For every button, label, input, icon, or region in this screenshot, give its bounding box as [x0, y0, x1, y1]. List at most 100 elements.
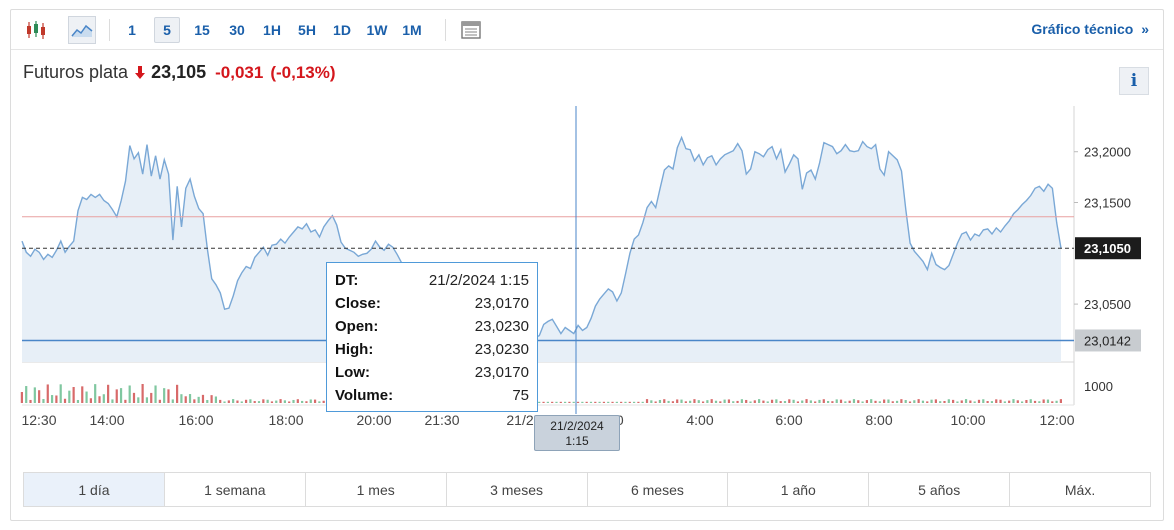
volume-bar	[654, 401, 657, 403]
volume-bar	[921, 400, 925, 403]
volume-bar	[607, 401, 610, 403]
volume-bar	[930, 399, 933, 403]
range-1y-button[interactable]: 1 año	[728, 473, 870, 506]
volume-bar	[594, 401, 597, 403]
tooltip-key: Open:	[335, 318, 379, 335]
volume-bar	[115, 389, 118, 403]
volume-bar	[770, 399, 774, 403]
technical-chart-link[interactable]: Gráfico técnico »	[1031, 21, 1149, 37]
interval-15-button[interactable]: 15	[194, 22, 210, 38]
volume-bar	[706, 400, 709, 403]
volume-bar	[568, 401, 571, 403]
volume-bar	[253, 401, 256, 403]
x-tick-label: 12:00	[1039, 412, 1074, 428]
volume-bar	[46, 384, 49, 403]
area-chart-icon[interactable]	[68, 16, 96, 44]
volume-bar	[163, 388, 166, 403]
volume-bar	[322, 400, 325, 403]
tooltip-key: Low:	[335, 364, 370, 381]
interval-1w-button[interactable]: 1W	[366, 22, 388, 38]
tooltip-row: Volume: 75	[335, 384, 529, 407]
volume-bar	[857, 400, 860, 403]
volume-bar	[262, 399, 265, 403]
x-tick-label: 14:00	[89, 412, 124, 428]
volume-bar	[818, 399, 821, 403]
range-5y-button[interactable]: 5 años	[869, 473, 1011, 506]
interval-5-button[interactable]: 5	[154, 17, 180, 43]
volume-bar	[559, 401, 562, 403]
layout-icon[interactable]	[459, 16, 483, 44]
volume-bar	[76, 399, 80, 403]
volume-bar	[33, 387, 36, 403]
volume-bar	[611, 401, 614, 403]
range-1w-button[interactable]: 1 semana	[165, 473, 306, 506]
volume-bar	[154, 385, 157, 403]
price-chart[interactable]: Investing.com23,200023,150023,0500100023…	[11, 10, 1165, 460]
volume-bar	[883, 399, 886, 403]
volume-bar	[693, 399, 696, 403]
range-max-button[interactable]: Máx.	[1064, 481, 1096, 498]
volume-bar	[210, 395, 213, 403]
x-tick-label: 20:00	[356, 412, 391, 428]
y-tick-label: 23,2000	[1084, 145, 1131, 160]
tooltip-value: 75	[512, 387, 529, 404]
volume-bar	[891, 401, 894, 403]
quote-header: Futuros plata 23,105 -0,031 (-0,13%)	[23, 62, 336, 88]
volume-bar	[887, 399, 890, 403]
volume-bar	[555, 401, 558, 403]
volume-bar	[732, 401, 735, 403]
volume-bar	[124, 399, 127, 403]
volume-bar	[313, 399, 317, 403]
volume-bar	[1033, 400, 1037, 403]
volume-bar	[1051, 401, 1054, 403]
volume-bar	[632, 401, 636, 403]
volume-bar	[20, 392, 23, 403]
info-button[interactable]: i	[1119, 67, 1149, 95]
volume-bar	[59, 384, 62, 403]
interval-1-button[interactable]: 1	[128, 22, 136, 38]
volume-bar	[749, 401, 752, 403]
range-6m-button[interactable]: 6 meses	[588, 473, 729, 506]
range-1d-button[interactable]: 1 día	[24, 473, 165, 506]
volume-bar	[150, 392, 153, 403]
candlestick-icon[interactable]	[23, 16, 49, 44]
volume-bar	[723, 399, 726, 403]
range-1m-button[interactable]: 1 mes	[306, 473, 447, 506]
volume-bar	[719, 401, 722, 403]
volume-bar	[926, 401, 929, 403]
tooltip-value: 23,0230	[474, 318, 529, 335]
price-change: -0,031	[215, 63, 264, 82]
data-tooltip: DT: 21/2/2024 1:15 Close: 23,0170 Open: 23,…	[326, 262, 538, 412]
volume-bar	[628, 401, 631, 403]
volume-bar	[1008, 400, 1011, 403]
volume-bar	[852, 399, 856, 403]
crosshair-date: 21/2/2024	[550, 419, 604, 433]
interval-1m-button[interactable]: 1M	[402, 22, 422, 38]
volume-bar	[637, 401, 640, 403]
interval-1h-button[interactable]: 1H	[263, 22, 281, 38]
volume-bar	[598, 401, 601, 403]
tooltip-key: DT:	[335, 272, 359, 289]
tooltip-value: 21/2/2024 1:15	[428, 272, 529, 289]
volume-bar	[141, 384, 144, 403]
tooltip-row: Open: 23,0230	[335, 315, 529, 338]
volume-bar	[1020, 401, 1024, 403]
crosshair-time-label: 21/2/2024 1:15	[534, 415, 620, 451]
volume-bar	[288, 401, 291, 403]
volume-bar	[206, 399, 209, 403]
volume-bar	[701, 401, 705, 403]
volume-bar	[878, 401, 881, 403]
volume-bar	[663, 399, 666, 403]
tooltip-key: Close:	[335, 295, 381, 312]
crosshair-price-tag	[1075, 329, 1141, 352]
volume-bar	[826, 400, 830, 403]
interval-30-button[interactable]: 30	[229, 22, 245, 38]
interval-5h-button[interactable]: 5H	[298, 22, 316, 38]
volume-bar	[68, 390, 71, 403]
volume-bar	[107, 384, 110, 403]
interval-1d-button[interactable]: 1D	[333, 22, 351, 38]
range-3m-button[interactable]: 3 meses	[447, 473, 588, 506]
volume-bar	[740, 399, 743, 403]
volume-bar	[50, 395, 54, 403]
volume-bar	[805, 399, 808, 403]
